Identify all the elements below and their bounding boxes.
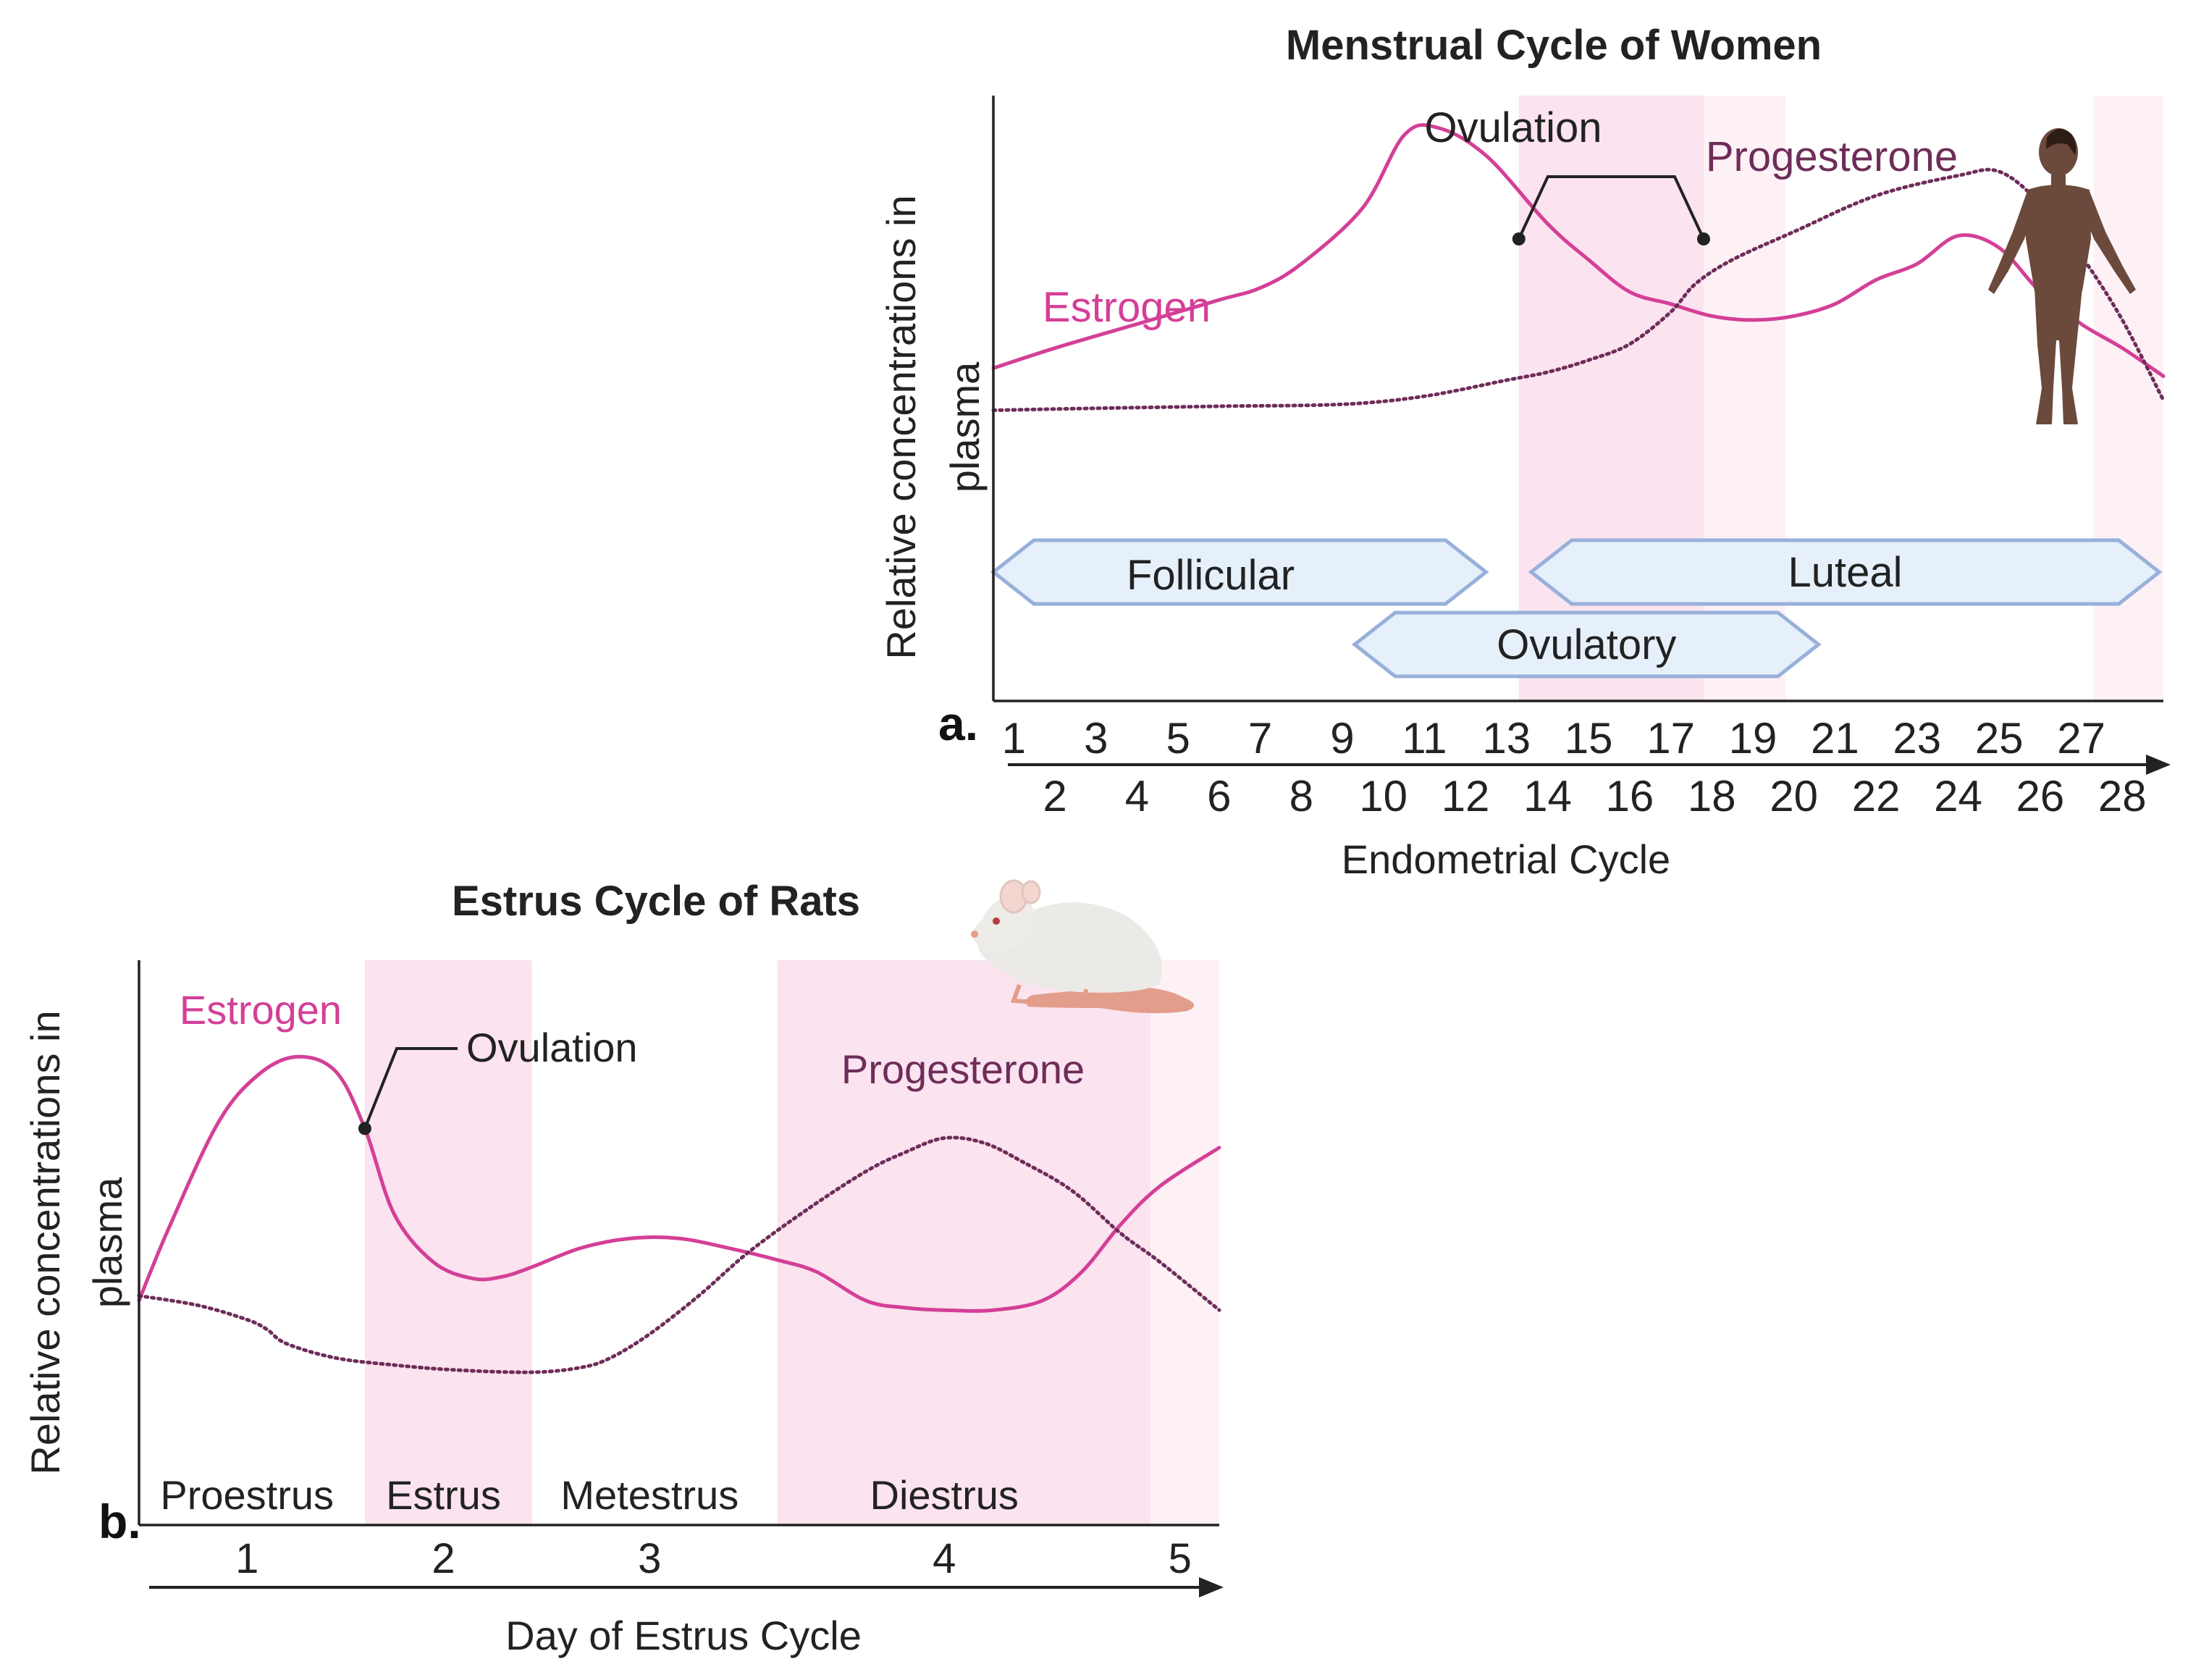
shaded-region-1 <box>364 960 532 1525</box>
phase-luteal-label: Luteal <box>1788 549 1903 596</box>
tick-label: 10 <box>1359 772 1408 820</box>
progesterone-label: Progesterone <box>1706 133 1958 180</box>
tick-label: 19 <box>1729 714 1777 763</box>
ovulation-pointer <box>358 1047 458 1135</box>
shaded-region-3 <box>2093 96 2163 701</box>
tick-label: 2 <box>1043 772 1066 820</box>
phase-follicular-label: Follicular <box>1127 552 1295 599</box>
tick-label: 9 <box>1330 714 1354 763</box>
tick-label: 25 <box>1975 714 2024 763</box>
progesterone-line <box>137 1135 1221 1374</box>
tick-label: 28 <box>2098 772 2147 820</box>
tick-label: 21 <box>1811 714 1859 763</box>
ovulation-bracket <box>1512 175 1710 245</box>
tick-label: 5 <box>1166 714 1190 763</box>
woman-figure-icon <box>1988 128 2136 424</box>
phase-diestrus-label: Diestrus <box>870 1472 1019 1518</box>
ovulation-bracket-end-dot <box>1696 232 1710 245</box>
progesterone-label: Progesterone <box>841 1046 1085 1092</box>
tick-label: 24 <box>1934 772 1982 820</box>
chart-title: Menstrual Cycle of Women <box>1286 22 1822 69</box>
tick-label: 1 <box>235 1535 258 1582</box>
phase-proestrus-label: Proestrus <box>160 1472 334 1518</box>
y-axis-label-line1: Relative concentrations in <box>878 195 924 659</box>
y-axis-label-line2: plasma <box>85 1177 130 1308</box>
y-axis-label-line1: Relative concentrations in <box>22 1010 68 1474</box>
tick-label: 2 <box>432 1535 455 1582</box>
y-axis-label-line2: plasma <box>942 361 988 492</box>
x-axis-label: Endometrial Cycle <box>1342 836 1670 882</box>
panel-label: b. <box>98 1495 141 1548</box>
tick-label: 26 <box>2016 772 2065 820</box>
tick-label: 27 <box>2057 714 2105 763</box>
tick-label: 8 <box>1289 772 1313 820</box>
x-axis-label: Day of Estrus Cycle <box>505 1613 862 1658</box>
tick-label: 14 <box>1523 772 1572 820</box>
phase-metestrus-label: Metestrus <box>560 1472 739 1518</box>
phase-ovulatory-label: Ovulatory <box>1497 621 1676 668</box>
shaded-region-3 <box>1150 960 1219 1525</box>
tick-label: 4 <box>933 1535 956 1582</box>
tick-label: 15 <box>1565 714 1613 763</box>
tick-label: 1 <box>1002 714 1026 763</box>
phase-follicular-arrow <box>990 538 1489 606</box>
phase-luteal-arrow <box>1528 538 2163 606</box>
x-axis-arrowhead <box>1199 1577 1224 1597</box>
tick-label: 5 <box>1169 1535 1192 1582</box>
tick-label: 6 <box>1207 772 1231 820</box>
ovulation-point <box>358 1122 371 1135</box>
ovulation-bracket-line <box>1517 175 1705 240</box>
panel-b-axes <box>138 960 1224 1597</box>
tick-label: 11 <box>1402 714 1447 763</box>
phase-ovulatory-arrow <box>1351 610 1822 679</box>
ovulation-label: Ovulation <box>1424 104 1602 151</box>
estrogen-label: Estrogen <box>1043 284 1211 331</box>
estrogen-line <box>137 1054 1221 1313</box>
tick-label: 18 <box>1688 772 1736 820</box>
tick-label: 12 <box>1442 772 1490 820</box>
tick-label: 13 <box>1482 714 1531 763</box>
tick-label: 22 <box>1852 772 1901 820</box>
rat-icon <box>971 879 1195 1014</box>
panel-b-chart: 1 2 3 4 5 Proestrus Estrus Metestrus Diestrus E… <box>22 878 1224 1658</box>
ovulation-label: Ovulation <box>466 1025 638 1070</box>
panel-a-axes <box>992 96 2171 775</box>
tick-label: 3 <box>1084 714 1108 763</box>
panel-label: a. <box>938 697 978 750</box>
chart-title: Estrus Cycle of Rats <box>452 878 860 925</box>
phase-estrus-label: Estrus <box>386 1472 501 1518</box>
estrogen-label: Estrogen <box>180 987 342 1033</box>
tick-label: 16 <box>1606 772 1654 820</box>
tick-label: 23 <box>1893 714 1941 763</box>
tick-label: 17 <box>1646 714 1695 763</box>
tick-label: 20 <box>1770 772 1818 820</box>
tick-label: 3 <box>638 1535 661 1582</box>
shaded-region-2 <box>1703 96 1786 701</box>
x-axis-arrowhead <box>2146 755 2171 775</box>
tick-label: 7 <box>1248 714 1272 763</box>
shaded-region-2 <box>777 960 1151 1525</box>
shaded-region-1 <box>1518 96 1704 701</box>
estrogen-line <box>991 123 2166 378</box>
tick-label: 4 <box>1125 772 1149 820</box>
ovulation-bracket-start-dot <box>1512 232 1526 245</box>
ovulation-leader-line <box>363 1047 458 1130</box>
